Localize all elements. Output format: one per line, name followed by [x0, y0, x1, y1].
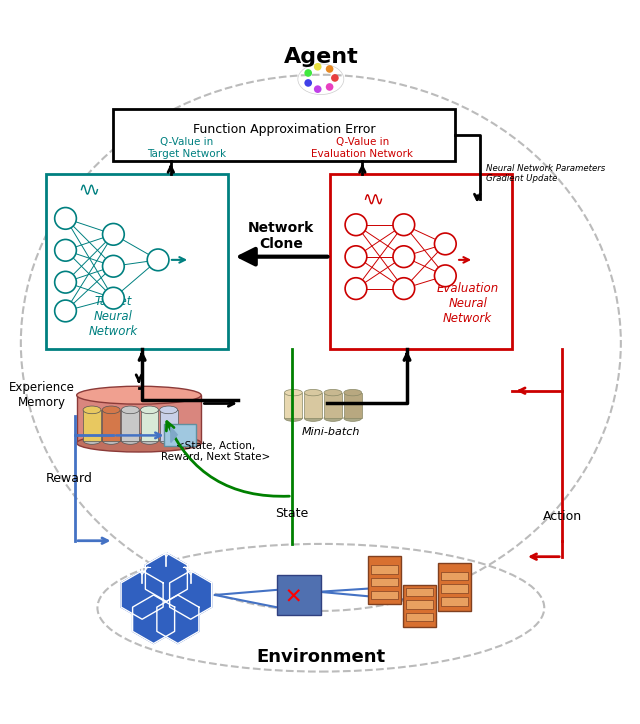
- Ellipse shape: [324, 415, 342, 421]
- Bar: [406, 588, 433, 596]
- Bar: [442, 572, 468, 580]
- FancyBboxPatch shape: [46, 174, 228, 349]
- Text: <State, Action,
Reward, Next State>: <State, Action, Reward, Next State>: [161, 441, 270, 462]
- Polygon shape: [171, 427, 177, 442]
- Bar: [102, 410, 120, 440]
- Bar: [371, 565, 398, 573]
- Ellipse shape: [159, 437, 177, 445]
- Text: Neural Network Parameters
Gradient Update: Neural Network Parameters Gradient Updat…: [486, 164, 605, 183]
- Ellipse shape: [344, 415, 362, 421]
- Circle shape: [345, 246, 367, 268]
- Text: Experience
Memory: Experience Memory: [9, 382, 75, 409]
- Text: State: State: [275, 508, 308, 521]
- Text: Reward: Reward: [45, 471, 92, 484]
- Ellipse shape: [141, 437, 158, 445]
- Ellipse shape: [122, 437, 140, 445]
- Circle shape: [326, 65, 333, 73]
- Circle shape: [331, 74, 339, 82]
- Circle shape: [54, 208, 76, 230]
- Bar: [83, 410, 101, 440]
- Text: Agent: Agent: [284, 47, 358, 67]
- Polygon shape: [132, 595, 175, 644]
- Text: Action: Action: [543, 510, 582, 523]
- Polygon shape: [157, 595, 199, 644]
- Bar: [442, 597, 468, 605]
- Text: Q-Value in
Evaluation Network: Q-Value in Evaluation Network: [311, 138, 413, 159]
- Bar: [403, 585, 436, 626]
- FancyBboxPatch shape: [164, 424, 196, 445]
- Bar: [77, 395, 201, 443]
- Ellipse shape: [304, 415, 322, 421]
- Ellipse shape: [324, 390, 342, 396]
- Circle shape: [305, 79, 312, 87]
- Polygon shape: [170, 571, 212, 619]
- Bar: [406, 613, 433, 621]
- Text: Q-Value in
Target Network: Q-Value in Target Network: [147, 138, 227, 159]
- Ellipse shape: [344, 390, 362, 396]
- Circle shape: [345, 214, 367, 235]
- Bar: [442, 584, 468, 593]
- Bar: [368, 556, 401, 605]
- Circle shape: [393, 246, 415, 268]
- Circle shape: [435, 265, 456, 287]
- Circle shape: [54, 300, 76, 321]
- FancyBboxPatch shape: [277, 575, 321, 615]
- Bar: [438, 563, 472, 610]
- Text: Target
Neural
Network: Target Neural Network: [89, 295, 138, 337]
- Circle shape: [102, 224, 124, 245]
- Circle shape: [54, 272, 76, 293]
- Bar: [122, 410, 140, 440]
- FancyBboxPatch shape: [330, 174, 513, 349]
- Text: Environment: Environment: [256, 648, 385, 666]
- Ellipse shape: [102, 437, 120, 445]
- Bar: [141, 410, 158, 440]
- Bar: [406, 600, 433, 609]
- Text: Evaluation
Neural
Network: Evaluation Neural Network: [436, 282, 499, 325]
- Bar: [159, 410, 177, 440]
- Circle shape: [54, 240, 76, 261]
- Circle shape: [102, 256, 124, 277]
- Circle shape: [345, 278, 367, 300]
- Circle shape: [393, 214, 415, 235]
- Bar: [344, 392, 362, 418]
- Ellipse shape: [122, 406, 140, 413]
- Circle shape: [314, 85, 321, 93]
- Ellipse shape: [102, 406, 120, 413]
- Circle shape: [435, 233, 456, 255]
- FancyBboxPatch shape: [113, 109, 455, 161]
- Ellipse shape: [159, 406, 177, 413]
- Polygon shape: [145, 553, 188, 602]
- Bar: [371, 578, 398, 586]
- Circle shape: [147, 249, 169, 271]
- Polygon shape: [121, 571, 163, 619]
- Bar: [284, 392, 302, 418]
- Ellipse shape: [284, 390, 302, 396]
- Ellipse shape: [284, 415, 302, 421]
- Circle shape: [314, 63, 321, 70]
- Ellipse shape: [304, 390, 322, 396]
- Text: Mini-batch: Mini-batch: [301, 427, 360, 437]
- Bar: [324, 392, 342, 418]
- Circle shape: [102, 287, 124, 309]
- Bar: [304, 392, 322, 418]
- Ellipse shape: [77, 387, 201, 404]
- Text: Network
Clone: Network Clone: [248, 221, 314, 251]
- Circle shape: [326, 83, 333, 90]
- Ellipse shape: [83, 437, 101, 445]
- FancyArrowPatch shape: [166, 421, 289, 497]
- Ellipse shape: [83, 406, 101, 413]
- Ellipse shape: [141, 406, 158, 413]
- Bar: [371, 591, 398, 599]
- Circle shape: [393, 278, 415, 300]
- Circle shape: [305, 69, 312, 77]
- Text: Function Approximation Error: Function Approximation Error: [193, 122, 376, 135]
- Ellipse shape: [77, 434, 201, 452]
